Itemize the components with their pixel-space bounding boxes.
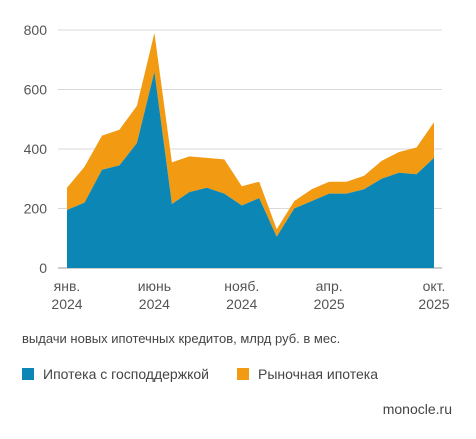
legend-item-market: Рыночная ипотека	[236, 366, 379, 382]
legend-swatch-market	[236, 368, 249, 380]
x-axis-ticks: янв. 2024 июнь 2024 нояб. 2024 апр. 2025 окт. 202…	[51, 278, 449, 312]
x-tick-label-month: окт.	[423, 278, 446, 294]
x-tick-label-month: июнь	[138, 278, 171, 294]
x-tick-label-month: апр.	[316, 278, 343, 294]
x-tick-label-year: 2025	[314, 296, 345, 312]
source-label: monocle.ru	[382, 401, 452, 417]
legend-item-state: Ипотека с господдержкой	[22, 366, 209, 382]
x-tick-label-month: нояб.	[224, 278, 259, 294]
legend: Ипотека с господдержкой Рыночная ипотека	[22, 366, 406, 382]
x-tick-label-year: 2025	[418, 296, 449, 312]
stacked-area-chart: 0 200 400 600 800 янв. 2024 июнь 2024 нояб. 2024 а…	[24, 22, 450, 312]
y-tick-label: 800	[24, 22, 48, 38]
x-tick-label-month: янв.	[54, 278, 81, 294]
x-tick-label-year: 2024	[139, 296, 170, 312]
legend-swatch-state	[22, 368, 34, 380]
series-area-0	[67, 71, 434, 268]
legend-label-state: Ипотека с господдержкой	[43, 366, 209, 382]
x-tick-label-year: 2024	[226, 296, 257, 312]
chart-caption: выдачи новых ипотечных кредитов, млрд ру…	[22, 331, 341, 346]
series-area-1	[67, 33, 434, 237]
series-areas	[67, 33, 434, 268]
legend-label-market: Рыночная ипотека	[257, 366, 379, 382]
y-tick-label: 400	[24, 141, 48, 157]
y-tick-label: 0	[39, 260, 47, 276]
y-axis-ticks: 0 200 400 600 800	[24, 22, 48, 276]
x-tick-label-year: 2024	[51, 296, 82, 312]
y-tick-label: 600	[24, 82, 48, 98]
y-tick-label: 200	[24, 201, 48, 217]
